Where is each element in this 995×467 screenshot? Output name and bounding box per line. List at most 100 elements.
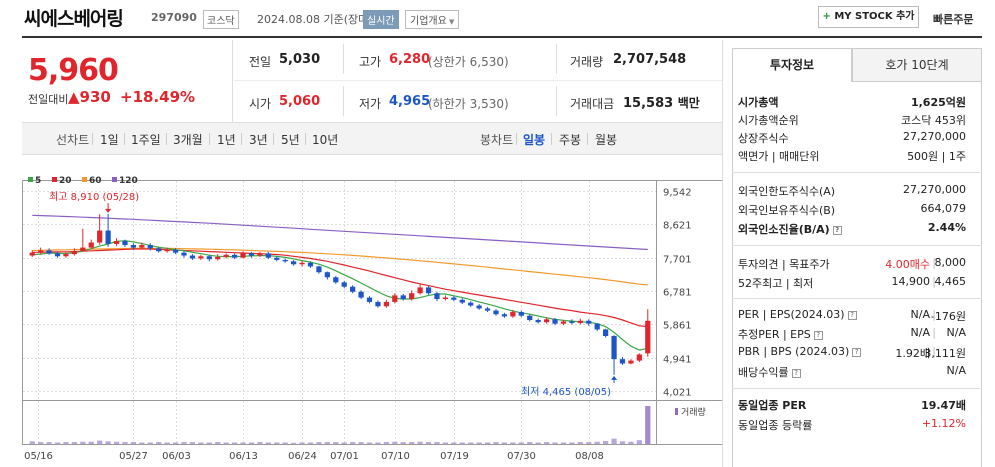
volume-bar <box>206 442 212 444</box>
period-10y[interactable]: 10년 <box>312 133 339 147</box>
valuation-row-3-label: PBR | BPS (2024.03) <box>738 345 850 358</box>
candle-body <box>215 257 221 260</box>
info-icon: ? <box>852 347 862 357</box>
price-chart[interactable]: 9,542 8,621 7,701 6,781 5,861 4,941 4,021 05/16… <box>22 170 723 467</box>
volume-bar <box>628 441 634 444</box>
candle-chart-button[interactable]: 봉차트 <box>480 133 514 147</box>
volume-bar <box>147 442 153 444</box>
line-chart-button[interactable]: 선차트 <box>56 133 90 147</box>
high-value: 6,280 <box>389 52 431 67</box>
candle-body <box>316 266 322 273</box>
volume-bar <box>459 442 465 444</box>
volume-bar <box>417 441 423 444</box>
stock-code: 297090 <box>151 11 197 24</box>
x-tick-label: 06/13 <box>229 451 258 462</box>
up-triangle-icon: ▲ <box>68 88 80 106</box>
candle-body <box>552 319 558 324</box>
candle-body <box>265 253 271 258</box>
change-amount: 930 <box>79 88 111 106</box>
candle-body <box>442 297 449 300</box>
volume-value: 2,707,548 <box>613 52 687 67</box>
candle-body <box>560 321 567 324</box>
x-tick-label: 06/24 <box>288 451 317 462</box>
open-value: 5,060 <box>279 94 321 109</box>
opinion-row-1: 투자의견 | 목표주가 8,000 4.00매수 | <box>738 256 966 272</box>
panel-divider <box>732 172 982 173</box>
period-1d[interactable]: 1일 <box>100 133 119 147</box>
volume-bar <box>493 442 499 444</box>
market-badge: 코스닥 <box>203 10 239 29</box>
y-tick-label: 5,861 <box>663 321 692 332</box>
prev-value: 5,030 <box>279 52 321 67</box>
price-plot-frame <box>22 180 723 401</box>
divider <box>241 133 242 145</box>
volume-bar <box>248 442 255 444</box>
foreign-row-2: 외국인보유주식수(B) 664,079 <box>738 202 966 218</box>
valuation-row-3: PBR | BPS (2024.03)? 3,111원 1.92배 | <box>738 345 966 360</box>
period-3m[interactable]: 3개월 <box>173 133 203 147</box>
candle-body <box>451 297 457 300</box>
volume-bar <box>611 438 617 444</box>
volume-bar <box>341 442 347 444</box>
candle-monthly[interactable]: 월봉 <box>595 133 618 147</box>
candle-body <box>341 282 347 287</box>
volume-bar <box>324 442 330 444</box>
candle-body <box>291 261 297 265</box>
invest-info-panel <box>732 82 982 467</box>
volume-bar <box>484 442 491 444</box>
ma120-line <box>32 214 648 251</box>
quick-order-link[interactable]: 빠른주문 <box>933 13 974 26</box>
realtime-button[interactable]: 실시간 <box>363 10 399 29</box>
volume-bar <box>71 442 77 444</box>
candles <box>29 213 651 375</box>
x-tick-label: 05/27 <box>119 451 148 462</box>
volume-bar <box>518 442 524 444</box>
volume-bar <box>383 442 389 444</box>
valuation-row-1-label: PER | EPS(2024.03) <box>738 308 845 321</box>
candle-body <box>501 314 508 317</box>
candle-body <box>628 360 634 364</box>
candle-body <box>97 230 103 243</box>
period-1w[interactable]: 1주일 <box>131 133 161 147</box>
tab-quote-10[interactable]: 호가 10단계 <box>852 48 982 82</box>
volume-bar <box>552 442 558 444</box>
sector-row-2-label: 동일업종 등락률 <box>738 419 813 432</box>
moving-averages <box>32 214 648 351</box>
volume-bar <box>265 442 271 444</box>
candle-weekly[interactable]: 주봉 <box>559 133 582 147</box>
mystock-add-button[interactable]: + MY STOCK 추가 <box>818 6 919 28</box>
volume-bar <box>409 442 415 444</box>
opinion-row-1-label: 투자의견 | 목표주가 <box>738 258 830 271</box>
candle-body <box>198 256 204 259</box>
candle-body <box>459 299 465 303</box>
x-tick-label: 06/03 <box>162 451 191 462</box>
info-row-2-label: 시가총액순위 <box>738 114 799 127</box>
period-3y[interactable]: 3년 <box>249 133 268 147</box>
candle-body <box>156 248 162 252</box>
info-row-4-value: 500원 | 1주 <box>907 150 966 163</box>
volume-label: 거래량 <box>570 55 604 69</box>
candle-body <box>586 320 592 324</box>
info-icon: ? <box>813 330 823 340</box>
change-value: ▲930 <box>68 88 111 106</box>
sector-row-1-label: 동일업종 PER <box>738 399 807 412</box>
tab-invest-info[interactable]: 투자정보 <box>732 48 852 82</box>
company-info-dropdown[interactable]: 기업개요 ▼ <box>405 10 460 29</box>
info-row-3-value: 27,270,000 <box>903 130 966 143</box>
volume-bar <box>442 442 449 444</box>
open-label: 시가 <box>249 97 272 111</box>
volume-bar <box>189 442 196 444</box>
lower-limit: (하한가 3,530) <box>428 97 509 111</box>
upper-limit: (상한가 6,530) <box>428 55 509 69</box>
period-5y[interactable]: 5년 <box>281 133 300 147</box>
x-tick-label: 07/01 <box>330 451 359 462</box>
volume-bar <box>510 442 516 444</box>
candle-daily[interactable]: 일봉 <box>523 133 546 147</box>
candle-body <box>54 253 61 257</box>
opinion-row-2-value-a: 14,900 <box>891 275 931 288</box>
legend-swatch <box>28 177 33 182</box>
candle-body <box>172 249 179 253</box>
foreign-row-1-value: 27,270,000 <box>903 183 966 196</box>
divider <box>516 133 517 145</box>
period-1y[interactable]: 1년 <box>217 133 236 147</box>
